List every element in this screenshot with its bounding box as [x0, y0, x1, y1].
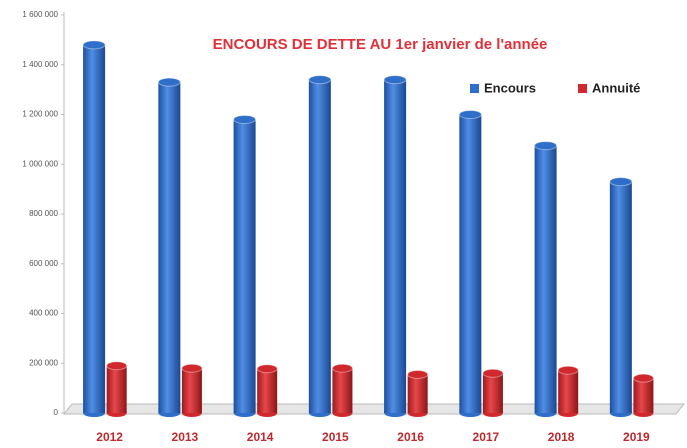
cylinder-top [106, 361, 128, 371]
y-tick-label: 1 000 000 [22, 159, 58, 168]
x-tick-label: 2014 [247, 430, 274, 444]
bar [158, 82, 181, 413]
bar [633, 378, 654, 413]
cylinder-top [82, 40, 106, 50]
bar [609, 181, 632, 413]
legend-label: Encours [484, 80, 536, 95]
x-tick-label: 2012 [96, 430, 123, 444]
cylinder-top [534, 141, 558, 151]
bar [83, 44, 106, 413]
cylinder-top [383, 75, 407, 85]
cylinder-top [256, 364, 278, 374]
cylinder-top [609, 177, 633, 187]
legend-label: Annuité [592, 80, 640, 95]
y-tick-label: 800 000 [29, 209, 58, 218]
bar [482, 373, 503, 413]
bar [257, 368, 278, 413]
y-tick-label: 200 000 [29, 358, 58, 367]
bar [233, 119, 256, 413]
y-tick-label: 1 600 000 [22, 10, 58, 19]
bar [558, 370, 579, 413]
bar [308, 79, 331, 414]
bar [106, 365, 127, 413]
bar [181, 368, 202, 413]
cylinder-top [157, 77, 181, 87]
legend-swatch [470, 84, 479, 93]
cylinder-top [632, 373, 654, 383]
floor [62, 403, 686, 415]
x-tick-label: 2015 [322, 430, 349, 444]
x-tick-label: 2013 [172, 430, 199, 444]
bar [459, 114, 482, 413]
cylinder-top [482, 368, 504, 378]
bar [332, 368, 353, 413]
cylinder-top [557, 365, 579, 375]
cylinder-top [458, 110, 482, 119]
y-tick-label: 600 000 [29, 259, 58, 268]
chart-title: ENCOURS DE DETTE AU 1er janvier de l'ann… [213, 36, 548, 53]
x-tick-label: 2016 [397, 430, 424, 444]
cylinder-top [331, 363, 353, 373]
bar [534, 145, 557, 413]
legend-swatch [578, 84, 587, 93]
bar [384, 79, 407, 414]
x-tick-label: 2017 [473, 430, 500, 444]
y-tick-label: 1 200 000 [22, 110, 58, 119]
y-tick-label: 1 400 000 [22, 60, 58, 69]
cylinder-top [233, 114, 257, 124]
cylinder-top [308, 75, 332, 85]
x-tick-label: 2019 [623, 430, 650, 444]
bar [407, 374, 428, 413]
cylinder-top [407, 369, 429, 379]
y-tick-label: 0 [54, 408, 59, 417]
x-tick-label: 2018 [548, 430, 575, 444]
cylinder-top [181, 363, 203, 373]
y-tick-label: 400 000 [29, 309, 58, 318]
